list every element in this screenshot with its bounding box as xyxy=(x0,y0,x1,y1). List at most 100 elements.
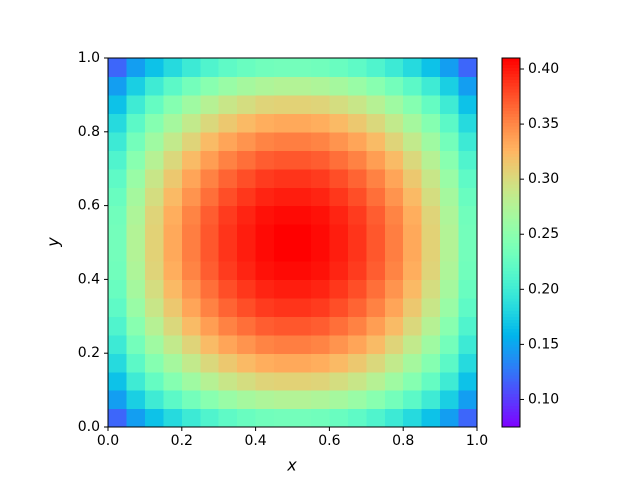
heatmap-cell xyxy=(310,113,330,133)
heatmap-cell xyxy=(237,297,257,317)
heatmap-cell xyxy=(163,94,183,114)
heatmap-cell xyxy=(329,205,349,225)
heatmap-cell xyxy=(200,168,220,188)
colorbar-tick-label: 0.25 xyxy=(528,226,559,242)
colorbar-step xyxy=(502,122,520,127)
heatmap-cell xyxy=(274,334,294,354)
heatmap-cell xyxy=(458,371,478,391)
colorbar-step xyxy=(502,282,520,287)
colorbar-step xyxy=(502,177,520,182)
colorbar xyxy=(502,58,520,428)
heatmap-cell xyxy=(163,390,183,410)
colorbar-step xyxy=(502,405,520,410)
heatmap-cell xyxy=(126,242,146,262)
heatmap-cell xyxy=(347,279,367,299)
heatmap-cell xyxy=(218,334,238,354)
heatmap-cell xyxy=(421,371,441,391)
colorbar-tick-label: 0.40 xyxy=(528,61,559,77)
heatmap-cell xyxy=(237,408,257,428)
colorbar-step xyxy=(502,377,520,382)
heatmap-cell xyxy=(108,187,128,207)
heatmap-cell xyxy=(255,168,275,188)
heatmap-cell xyxy=(310,390,330,410)
heatmap-cell xyxy=(403,279,423,299)
heatmap-cell xyxy=(384,334,404,354)
heatmap-cell xyxy=(292,316,312,336)
heatmap-cell xyxy=(366,205,386,225)
colorbar-step xyxy=(502,125,520,130)
heatmap-cell xyxy=(347,224,367,244)
colorbar-step xyxy=(502,202,520,207)
heatmap-cell xyxy=(255,131,275,151)
colorbar-step xyxy=(502,291,520,296)
heatmap-cell xyxy=(458,279,478,299)
heatmap-cell xyxy=(274,242,294,262)
heatmap-cell xyxy=(200,94,220,114)
heatmap-cell xyxy=(163,131,183,151)
heatmap-cell xyxy=(310,205,330,225)
heatmap-cell xyxy=(126,353,146,373)
heatmap-cell xyxy=(440,94,460,114)
heatmap-cell xyxy=(292,242,312,262)
heatmap-cell xyxy=(347,187,367,207)
heatmap-cell xyxy=(403,187,423,207)
heatmap-cell xyxy=(181,168,201,188)
heatmap-cell xyxy=(329,390,349,410)
heatmap-cell xyxy=(274,297,294,317)
heatmap-cell xyxy=(366,224,386,244)
heatmap-cell xyxy=(347,353,367,373)
colorbar-step xyxy=(502,420,520,425)
heatmap-cell xyxy=(421,390,441,410)
heatmap-cell xyxy=(274,408,294,428)
heatmap-cell xyxy=(421,131,441,151)
x-tick-label: 1.0 xyxy=(466,433,488,449)
colorbar-step xyxy=(502,131,520,136)
heatmap-cell xyxy=(181,371,201,391)
colorbar-step xyxy=(502,273,520,277)
heatmap-cell xyxy=(329,279,349,299)
colorbar-step xyxy=(502,230,520,234)
colorbar-step xyxy=(502,91,520,96)
heatmap-cell xyxy=(366,150,386,170)
colorbar-step xyxy=(502,300,520,305)
colorbar-step xyxy=(502,101,520,105)
heatmap-cell xyxy=(255,150,275,170)
heatmap-cell xyxy=(163,113,183,133)
colorbar-step xyxy=(502,251,520,256)
heatmap-cell xyxy=(458,242,478,262)
heatmap-cell xyxy=(458,224,478,244)
heatmap-cell xyxy=(440,131,460,151)
heatmap-cell xyxy=(403,297,423,317)
colorbar-step xyxy=(502,254,520,259)
colorbar-step xyxy=(502,322,520,327)
heatmap-cell xyxy=(403,408,423,428)
heatmap-cell xyxy=(458,316,478,336)
heatmap-cell xyxy=(218,279,238,299)
heatmap-cell xyxy=(310,279,330,299)
heatmap-cell xyxy=(458,58,478,78)
heatmap-cell xyxy=(144,279,164,299)
heatmap-cell xyxy=(347,113,367,133)
heatmap-cell xyxy=(421,150,441,170)
colorbar-step xyxy=(502,156,520,161)
heatmap-cell xyxy=(384,408,404,428)
heatmap-cell xyxy=(200,224,220,244)
colorbar-step xyxy=(502,137,520,142)
heatmap-cell xyxy=(421,260,441,280)
colorbar-step xyxy=(502,343,520,348)
heatmap-cell xyxy=(255,334,275,354)
colorbar-step xyxy=(502,70,520,74)
heatmap-cell xyxy=(421,94,441,114)
colorbar-step xyxy=(502,248,520,253)
heatmap-cell xyxy=(292,76,312,96)
x-axis-label: x xyxy=(286,456,297,475)
heatmap-cell xyxy=(384,316,404,336)
heatmap-cell xyxy=(181,390,201,410)
heatmap-cell xyxy=(384,58,404,78)
heatmap-cell xyxy=(458,334,478,354)
heatmap-cell xyxy=(218,150,238,170)
heatmap-cell xyxy=(292,408,312,428)
heatmap-cell xyxy=(440,353,460,373)
heatmap-cell xyxy=(163,297,183,317)
heatmap-cell xyxy=(292,279,312,299)
